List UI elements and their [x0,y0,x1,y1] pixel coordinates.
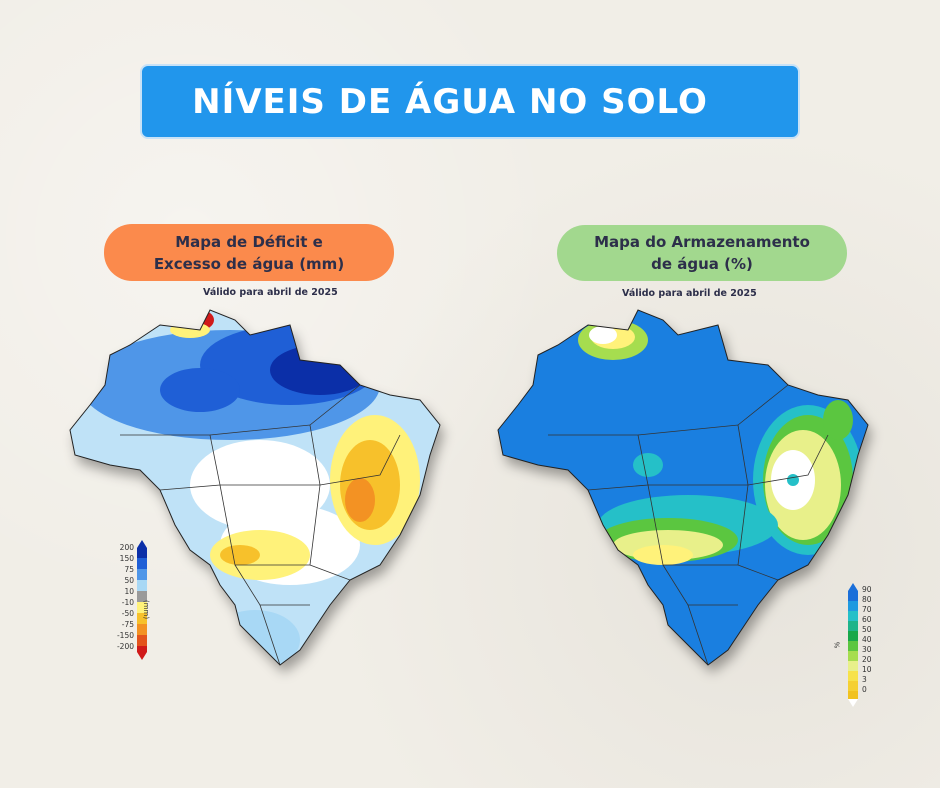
deficit-legend-label: 50 [124,576,134,585]
storage-legend-bar [848,583,858,707]
storage-heading-line1: Mapa do Armazenamento [594,233,810,251]
deficit-legend-unit: (mm) [142,600,150,620]
storage-heading-line2: de água (%) [651,255,753,273]
water-storage-map [497,309,869,666]
page-title: NÍVEIS DE ÁGUA NO SOLO [192,82,708,122]
deficit-legend-label: -150 [116,631,134,640]
deficit-legend-label: -10 [121,598,134,607]
storage-legend: 90 80 70 60 50 40 30 20 10 3 0 % [830,583,880,708]
title-banner: NÍVEIS DE ÁGUA NO SOLO [140,64,800,139]
storage-legend-label: 3 [862,675,867,684]
storage-legend-label: 60 [862,615,872,624]
storage-legend-label: 70 [862,605,872,614]
storage-legend-label: 80 [862,595,872,604]
deficit-legend: 200 150 75 50 10 -10 -50 -75 -150 -200 (… [112,540,162,660]
storage-legend-label: 30 [862,645,872,654]
deficit-legend-label: 200 [119,543,134,552]
deficit-legend-label: -75 [121,620,134,629]
deficit-valid-text: Válido para abril de 2025 [203,287,338,298]
storage-legend-label: 0 [862,685,867,694]
storage-legend-unit: % [833,641,842,649]
deficit-legend-bar [137,540,147,660]
storage-legend-label: 50 [862,625,872,634]
deficit-excess-map [69,309,441,666]
deficit-legend-label: 150 [119,554,134,563]
storage-legend-label: 20 [862,655,872,664]
deficit-legend-label: -200 [116,642,134,651]
deficit-legend-label: -50 [121,609,134,618]
deficit-heading-line1: Mapa de Déficit e [175,232,323,251]
storage-legend-label: 10 [862,665,872,674]
storage-legend-label: 90 [862,585,872,594]
storage-valid-text: Válido para abril de 2025 [622,288,757,299]
deficit-legend-label: 10 [124,587,134,596]
storage-legend-label: 40 [862,635,872,644]
storage-map-heading: Mapa do Armazenamento de água (%) [557,225,847,281]
deficit-heading-line2: Excesso de água (mm) [153,254,345,273]
deficit-map-heading: Mapa de Déficit e Excesso de água (mm) [104,224,394,281]
deficit-legend-label: 75 [124,565,134,574]
